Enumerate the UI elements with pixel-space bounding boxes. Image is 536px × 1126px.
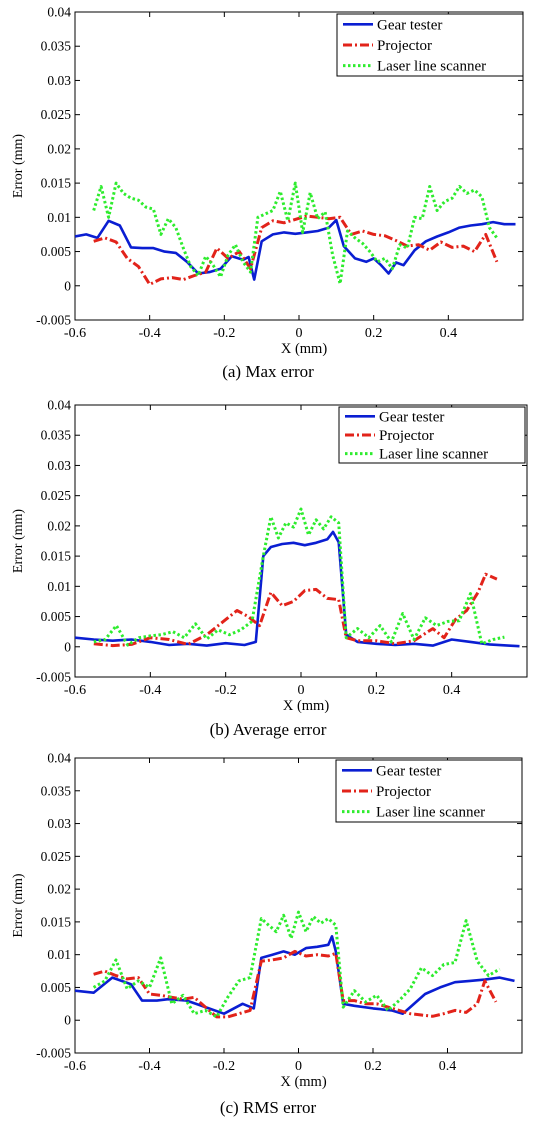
x-tick-label: 0.2 — [368, 683, 386, 698]
y-tick-label: 0.03 — [47, 816, 71, 831]
x-tick-label: -0.6 — [64, 1059, 86, 1074]
chart-panel-rms: -0.005 0 0.005 0.01 0.015 0.02 0.025 0.03 0.035 0… — [0, 748, 536, 1126]
series-group — [75, 181, 516, 286]
y-tick-label: 0.04 — [47, 751, 71, 766]
legend: Gear tester Projector Laser line scanner — [338, 406, 526, 464]
series-line-gear-tester — [75, 935, 515, 1016]
legend-label: Gear tester — [377, 17, 442, 33]
x-tick-label: 0 — [298, 683, 305, 698]
series-line-projector — [93, 572, 498, 648]
legend-label: Projector — [377, 38, 432, 54]
y-tick-label: 0.005 — [41, 609, 72, 624]
series-line-laser-line-scanner — [92, 181, 499, 286]
y-tick-label: 0.01 — [47, 947, 71, 962]
legend-label: Projector — [379, 428, 434, 444]
y-tick-label: 0.025 — [41, 488, 72, 503]
x-tick-label: -0.4 — [139, 683, 161, 698]
legend-label: Gear tester — [376, 763, 441, 779]
x-axis-label: X (mm) — [281, 341, 327, 357]
legend-label: Laser line scanner — [376, 805, 485, 821]
legend: Gear tester Projector Laser line scanner — [336, 13, 524, 77]
y-tick-label: -0.005 — [36, 1046, 71, 1061]
y-tick-label: 0.035 — [41, 39, 72, 54]
series-line-laser-line-scanner — [92, 910, 501, 1019]
y-tick-label: 0.015 — [41, 176, 72, 191]
y-tick-label: -0.005 — [36, 313, 71, 328]
series-line-gear-tester — [75, 218, 516, 281]
series-line-projector — [93, 214, 499, 286]
chart-rms-error: -0.005 0 0.005 0.01 0.015 0.02 0.025 0.03 0.035 0… — [11, 751, 523, 1090]
x-tick-label: 0 — [296, 326, 303, 341]
y-tick-label: 0.03 — [47, 458, 71, 473]
y-tick-label: 0.04 — [47, 398, 71, 413]
y-tick-label: 0.005 — [41, 244, 72, 259]
series-line-laser-line-scanner — [93, 507, 505, 647]
chart-max-error: -0.005 0 0.005 0.01 0.015 0.02 0.025 0.03 0.035 0… — [11, 5, 524, 357]
x-tick-label: -0.2 — [215, 683, 237, 698]
y-tick-label: 0.02 — [47, 141, 71, 156]
y-axis-label: Error (mm) — [11, 134, 26, 198]
y-tick-label: 0.015 — [41, 914, 72, 929]
y-tick-label: 0.015 — [41, 549, 72, 564]
y-tick-label: 0.02 — [47, 882, 71, 897]
x-tick-label: -0.4 — [138, 1059, 160, 1074]
x-tick-label: 0.4 — [443, 683, 461, 698]
x-axis-label: X (mm) — [283, 698, 329, 714]
chart-panel-max: -0.005 0 0.005 0.01 0.015 0.02 0.025 0.03 0.035 0… — [0, 0, 536, 390]
y-tick-label: 0 — [64, 1013, 71, 1028]
y-tick-label: 0.01 — [47, 579, 71, 594]
x-axis-label: X (mm) — [280, 1074, 326, 1090]
y-tick-label: 0.03 — [47, 73, 71, 88]
x-tick-label: -0.2 — [213, 1059, 235, 1074]
y-axis-label: Error (mm) — [11, 873, 26, 937]
x-tick-label: 0.4 — [439, 1059, 457, 1074]
y-tick-label: 0.02 — [47, 518, 71, 533]
y-tick-label: 0.005 — [41, 980, 72, 995]
y-axis-label: Error (mm) — [11, 509, 26, 573]
x-tick-label: -0.2 — [213, 326, 235, 341]
caption-max-error: (a) Max error — [222, 362, 314, 381]
x-tick-label: 0.4 — [440, 326, 458, 341]
y-tick-label: 0.035 — [41, 428, 72, 443]
series-group — [75, 507, 520, 648]
y-tick-label: 0 — [64, 639, 71, 654]
legend: Gear tester Projector Laser line scanner — [335, 759, 523, 823]
caption-average-error: (b) Average error — [209, 720, 327, 739]
series-line-projector — [93, 949, 498, 1019]
y-tick-label: 0.035 — [41, 783, 72, 798]
x-tick-label: 0 — [295, 1059, 302, 1074]
x-tick-label: -0.6 — [64, 683, 86, 698]
x-tick-label: -0.4 — [139, 326, 161, 341]
x-tick-label: 0.2 — [364, 1059, 382, 1074]
x-tick-label: 0.2 — [365, 326, 383, 341]
chart-panel-average: -0.005 0 0.005 0.01 0.015 0.02 0.025 0.03 0.035 0… — [0, 392, 536, 747]
y-tick-label: 0.04 — [47, 5, 71, 20]
x-tick-label: -0.6 — [64, 326, 86, 341]
series-group — [75, 910, 515, 1019]
caption-rms-error: (c) RMS error — [219, 1098, 317, 1117]
y-tick-label: 0.01 — [47, 210, 71, 225]
y-tick-label: 0 — [64, 278, 71, 293]
y-tick-label: 0.025 — [41, 107, 72, 122]
y-tick-label: -0.005 — [36, 670, 71, 685]
chart-average-error: -0.005 0 0.005 0.01 0.015 0.02 0.025 0.03 0.035 0… — [11, 398, 528, 714]
legend-label: Laser line scanner — [379, 447, 488, 463]
legend-label: Projector — [376, 784, 431, 800]
legend-label: Gear tester — [379, 409, 444, 425]
legend-label: Laser line scanner — [377, 59, 486, 75]
y-tick-label: 0.025 — [41, 849, 72, 864]
series-line-gear-tester — [75, 530, 520, 648]
